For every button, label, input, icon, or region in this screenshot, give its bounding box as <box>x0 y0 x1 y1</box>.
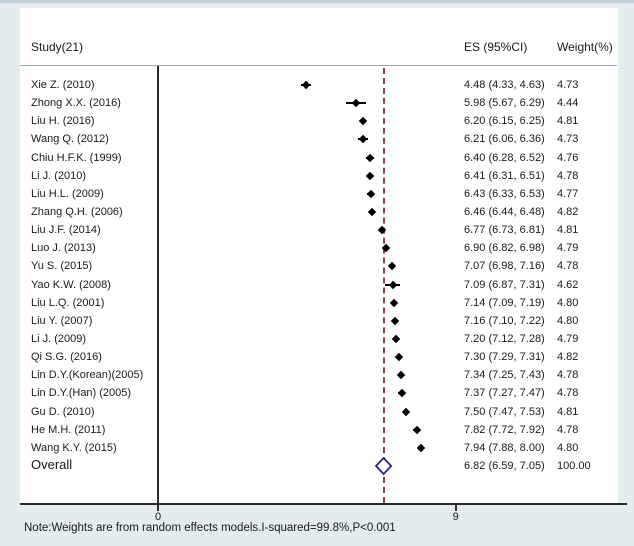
weight-value: 4.81 <box>557 224 579 237</box>
study-label: Li J. (2009) <box>31 332 87 345</box>
es-ci-value: 6.40 (6.28, 6.52) <box>464 151 545 164</box>
weight-value: 4.78 <box>557 260 579 273</box>
study-label: Yao K.W. (2008) <box>31 278 111 291</box>
weight-value: 4.78 <box>557 369 579 382</box>
study-label: He M.H. (2011) <box>31 423 106 436</box>
study-label: Xie Z. (2010) <box>31 79 95 91</box>
x-axis-line <box>20 503 627 505</box>
study-label: Zhong X.X. (2016) <box>31 97 121 110</box>
study-label: Liu J.F. (2014) <box>31 224 101 237</box>
es-ci-value: 6.46 (6.44, 6.48) <box>464 205 545 218</box>
es-ci-value: 7.20 (7.12, 7.28) <box>464 332 545 345</box>
column-header-study: Study(21) <box>31 40 84 54</box>
es-ci-value: 7.16 (7.10, 7.22) <box>464 314 545 327</box>
weight-value: 4.77 <box>557 187 579 200</box>
figure-top-border <box>0 0 634 3</box>
es-ci-value: 7.94 (7.88, 8.00) <box>464 441 545 454</box>
es-ci-value: 7.34 (7.25, 7.43) <box>464 369 545 382</box>
es-ci-value: 6.41 (6.31, 6.51) <box>464 169 545 182</box>
weights-note: Note:Weights are from random effects mod… <box>24 522 396 534</box>
x-axis-tick-label: 9 <box>452 511 459 523</box>
es-ci-value: 4.48 (4.33, 4.63) <box>464 79 545 91</box>
weight-value: 4.73 <box>557 79 579 91</box>
study-label: Chiu H.F.K. (1999) <box>31 151 122 164</box>
weight-value: 4.76 <box>557 151 579 164</box>
weight-value: 4.80 <box>557 441 579 454</box>
study-label: Liu H. (2016) <box>31 115 95 128</box>
overall-estimate-dashed-line <box>382 68 385 503</box>
es-ci-value: 7.07 (6.98, 7.16) <box>464 260 545 273</box>
weight-value: 4.80 <box>557 296 579 309</box>
es-ci-value: 6.20 (6.15, 6.25) <box>464 115 545 128</box>
header-separator-line <box>20 65 617 66</box>
overall-label: Overall <box>31 457 73 472</box>
weight-value: 4.80 <box>557 314 579 327</box>
study-label: Liu Y. (2007) <box>31 314 93 327</box>
zero-reference-line <box>157 66 159 503</box>
es-ci-value: 6.43 (6.33, 6.53) <box>464 187 545 200</box>
es-ci-value: 7.09 (6.87, 7.31) <box>464 278 545 291</box>
es-ci-value: 6.77 (6.73, 6.81) <box>464 224 545 237</box>
study-label: Zhang Q.H. (2006) <box>31 205 123 218</box>
overall-es-ci-value: 6.82 (6.59, 7.05) <box>464 460 545 472</box>
overall-weight-value: 100.00 <box>557 460 591 472</box>
es-ci-value: 6.90 (6.82, 6.98) <box>464 242 545 255</box>
study-label: Li J. (2010) <box>31 169 87 182</box>
x-axis-tick-mark <box>157 505 159 511</box>
study-label: Lin D.Y.(Han) (2005) <box>31 387 132 400</box>
es-ci-value: 7.50 (7.47, 7.53) <box>464 405 545 418</box>
weight-value: 4.73 <box>557 133 579 146</box>
es-ci-value: 7.30 (7.29, 7.31) <box>464 351 545 364</box>
x-axis-tick-mark <box>454 505 457 511</box>
study-label: Lin D.Y.(Korean)(2005) <box>31 369 144 382</box>
weight-value: 4.78 <box>557 423 579 436</box>
weight-value: 4.81 <box>557 115 579 128</box>
column-header-weight: Weight(%) <box>557 40 613 54</box>
column-header-es-ci: ES (95%CI) <box>464 40 528 54</box>
weight-value: 4.62 <box>557 278 579 291</box>
es-ci-value: 7.14 (7.09, 7.19) <box>464 296 545 309</box>
study-label: Wang K.Y. (2015) <box>31 441 117 454</box>
plot-area <box>20 8 618 503</box>
weight-value: 4.78 <box>557 387 579 400</box>
study-label: Gu D. (2010) <box>31 405 95 418</box>
weight-value: 4.78 <box>557 169 579 182</box>
study-label: Luo J. (2013) <box>31 242 96 255</box>
overall-diamond <box>374 456 393 476</box>
weight-value: 4.82 <box>557 351 579 364</box>
es-ci-value: 6.21 (6.06, 6.36) <box>464 133 545 146</box>
es-ci-value: 7.37 (7.27, 7.47) <box>464 387 545 400</box>
study-label: Qi S.G. (2016) <box>31 351 102 364</box>
weight-value: 4.79 <box>557 332 579 345</box>
study-label: Liu H.L. (2009) <box>31 187 104 200</box>
weight-value: 4.79 <box>557 242 579 255</box>
es-ci-value: 7.82 (7.72, 7.92) <box>464 423 545 436</box>
study-label: Yu S. (2015) <box>31 260 93 273</box>
study-label: Liu L.Q. (2001) <box>31 296 105 309</box>
weight-value: 4.81 <box>557 405 579 418</box>
study-label: Wang Q. (2012) <box>31 133 109 146</box>
weight-value: 4.44 <box>557 97 579 110</box>
weight-value: 4.82 <box>557 205 579 218</box>
x-axis-tick-label: 0 <box>154 511 162 523</box>
es-ci-value: 5.98 (5.67, 6.29) <box>464 97 545 110</box>
